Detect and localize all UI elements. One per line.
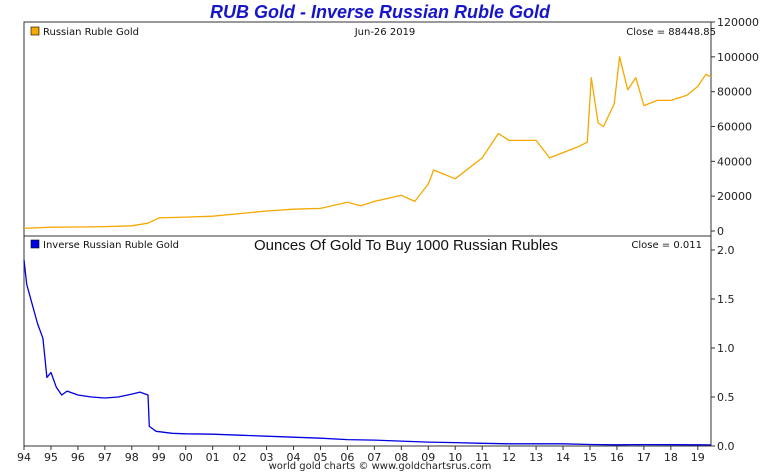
bottom-series-line: [23, 259, 712, 446]
x-tick-label: 13: [529, 451, 543, 464]
x-tick-label: 99: [152, 451, 166, 464]
x-tick-label: 06: [340, 451, 354, 464]
bottom-panel: Inverse Russian Ruble Gold Ounces Of Gol…: [23, 235, 735, 453]
top-ytick-label: 80000: [717, 86, 752, 99]
x-tick-label: 02: [233, 451, 247, 464]
x-tick-label: 15: [583, 451, 597, 464]
top-y-axis: 0 20000 40000 60000 80000 100000 120000: [711, 16, 759, 238]
x-tick-label: 00: [179, 451, 193, 464]
x-tick-label: 07: [367, 451, 381, 464]
date-label: Jun-26 2019: [354, 27, 416, 38]
top-panel: Russian Ruble Gold Jun-26 2019 Close = 8…: [23, 16, 759, 238]
legend-label-gold: Russian Ruble Gold: [43, 27, 139, 38]
bottom-panel-title: Ounces Of Gold To Buy 1000 Russian Ruble…: [254, 237, 558, 254]
series-russian-ruble-gold: [23, 56, 712, 230]
x-tick-label: 08: [394, 451, 408, 464]
footer-credit: world gold charts © www.goldchartsrus.co…: [268, 461, 492, 472]
x-tick-label: 03: [260, 451, 274, 464]
x-tick-label: 09: [421, 451, 435, 464]
x-tick-label: 19: [691, 451, 705, 464]
x-tick-label: 01: [206, 451, 220, 464]
legend-label-inverse: Inverse Russian Ruble Gold: [43, 240, 179, 251]
x-tick-label: 95: [44, 451, 58, 464]
x-tick-label: 16: [610, 451, 624, 464]
top-ytick-label: 40000: [717, 155, 752, 168]
close-label-gold: Close = 88448.85: [626, 27, 716, 38]
bottom-y-axis: 0.0 0.5 1.0 1.5 2.0: [711, 244, 735, 453]
x-tick-label: 18: [664, 451, 678, 464]
x-tick-label: 14: [556, 451, 570, 464]
legend-swatch-gold: [30, 26, 40, 36]
bottom-ytick-label: 2.0: [717, 244, 735, 257]
x-tick-label: 11: [475, 451, 489, 464]
x-tick-label: 10: [448, 451, 462, 464]
top-ytick-label: 60000: [717, 121, 752, 134]
bottom-ytick-label: 0.0: [717, 440, 735, 453]
x-tick-label: 05: [313, 451, 327, 464]
top-ytick-label: 20000: [717, 190, 752, 203]
legend-swatch-inverse: [30, 239, 40, 249]
bottom-ytick-label: 1.0: [717, 342, 735, 355]
series-inverse-russian-ruble-gold: [23, 259, 712, 446]
x-tick-label: 12: [502, 451, 516, 464]
top-series-line: [23, 56, 712, 230]
x-tick-label: 96: [71, 451, 85, 464]
top-ytick-label: 100000: [717, 51, 759, 64]
top-panel-frame: [23, 21, 712, 237]
x-tick-label: 94: [17, 451, 31, 464]
top-ytick-label: 0: [717, 225, 724, 238]
close-label-inverse: Close = 0.011: [631, 240, 702, 251]
bottom-ytick-label: 0.5: [717, 391, 735, 404]
x-tick-label: 04: [287, 451, 301, 464]
x-tick-label: 97: [98, 451, 112, 464]
x-axis: 94 95 96 97 98 99 00 01 02 03 04 05 06 07 08 09 10 11 12 13…: [17, 446, 705, 464]
bottom-ytick-label: 1.5: [717, 293, 735, 306]
chart-title: RUB Gold - Inverse Russian Ruble Gold: [209, 2, 551, 22]
bottom-panel-frame: [23, 235, 712, 447]
x-tick-label: 98: [125, 451, 139, 464]
x-tick-label: 17: [637, 451, 651, 464]
top-ytick-label: 120000: [717, 16, 759, 29]
